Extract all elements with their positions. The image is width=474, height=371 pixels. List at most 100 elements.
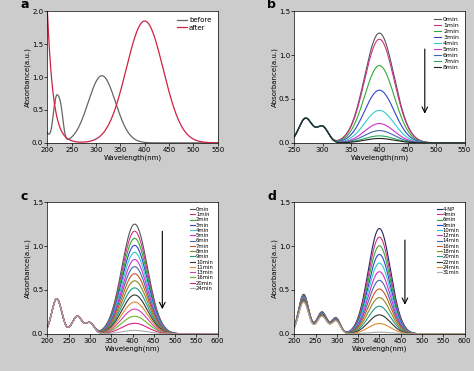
5min — [421, 141, 427, 145]
18min — [384, 304, 390, 308]
after — [120, 79, 126, 83]
7min — [45, 325, 50, 329]
4min — [376, 108, 382, 113]
2min — [376, 63, 382, 68]
4min — [102, 326, 108, 331]
1min — [391, 75, 396, 79]
31min — [292, 326, 297, 330]
2min — [421, 140, 427, 144]
4-NP — [381, 234, 387, 239]
12min — [349, 329, 355, 334]
Line: 3min: 3min — [294, 90, 465, 143]
1min — [215, 332, 220, 336]
Line: 8min: 8min — [294, 255, 465, 334]
8min — [314, 318, 319, 322]
3min — [102, 326, 108, 331]
Line: 5min: 5min — [47, 260, 218, 334]
0min — [138, 233, 144, 237]
4-NP — [384, 251, 390, 255]
4min — [132, 250, 137, 255]
8min — [384, 270, 390, 275]
20min — [314, 319, 320, 324]
0min — [134, 224, 140, 228]
3min — [118, 281, 124, 285]
2min — [138, 246, 144, 250]
2min — [400, 119, 406, 124]
24min — [215, 332, 220, 336]
20min — [134, 321, 140, 326]
7min — [102, 328, 108, 332]
3min — [73, 315, 79, 319]
8min — [302, 116, 308, 121]
Text: b: b — [267, 0, 276, 12]
2min — [302, 116, 308, 121]
4min — [134, 252, 140, 256]
Line: 20min: 20min — [47, 299, 218, 334]
6min — [400, 137, 406, 142]
6min — [376, 243, 382, 248]
4min — [391, 120, 396, 124]
8min — [462, 332, 467, 336]
Line: 9min: 9min — [47, 288, 218, 334]
5min — [292, 135, 297, 139]
Line: 0min: 0min — [294, 33, 465, 143]
after — [215, 141, 220, 145]
Legend: 0min, 1min, 2min, 3min, 4min, 5min, 6min, 7min, 8min, 9min, 10min, 11min, 13min,: 0min, 1min, 2min, 3min, 4min, 5min, 6min… — [188, 205, 215, 293]
6min — [438, 141, 444, 145]
Line: 6min: 6min — [47, 267, 218, 334]
7min — [118, 297, 124, 302]
3min — [391, 107, 396, 111]
2min — [438, 141, 444, 145]
0min — [67, 324, 73, 328]
10min — [462, 332, 467, 336]
13min — [138, 309, 144, 314]
18min — [292, 325, 297, 330]
11min — [215, 332, 220, 336]
14min — [320, 312, 326, 316]
1min — [132, 229, 137, 233]
Line: 0min: 0min — [47, 224, 218, 334]
1min — [45, 325, 50, 329]
7min — [302, 116, 308, 121]
14min — [349, 329, 355, 334]
9min — [67, 324, 73, 328]
4min — [462, 332, 467, 336]
10min — [73, 315, 79, 319]
3min — [421, 140, 427, 145]
0min — [376, 31, 382, 35]
20min — [384, 311, 390, 315]
10min — [320, 311, 326, 316]
16min — [462, 332, 467, 336]
10min — [67, 324, 73, 328]
16min — [215, 332, 220, 336]
4min — [73, 315, 79, 319]
X-axis label: Wavelengh(nm): Wavelengh(nm) — [105, 345, 160, 352]
6min — [303, 116, 309, 120]
5min — [303, 116, 309, 120]
22min — [292, 325, 297, 330]
8min — [132, 279, 137, 283]
22min — [320, 314, 326, 318]
13min — [102, 330, 108, 335]
16min — [314, 319, 319, 323]
16min — [376, 287, 382, 291]
after — [123, 67, 129, 71]
16min — [384, 297, 390, 302]
24min — [365, 325, 371, 330]
22min — [365, 320, 371, 325]
7min — [438, 141, 444, 145]
3min — [376, 88, 382, 92]
0min — [73, 315, 79, 319]
0min — [395, 90, 401, 95]
Y-axis label: Absorbance(a.u.): Absorbance(a.u.) — [271, 47, 277, 107]
6min — [132, 265, 137, 269]
4min — [292, 135, 297, 139]
14min — [292, 325, 297, 329]
14min — [376, 278, 382, 283]
12min — [381, 274, 387, 279]
12min — [384, 284, 390, 288]
before — [215, 141, 220, 145]
24min — [384, 324, 390, 328]
12min — [376, 269, 382, 274]
after — [64, 137, 70, 141]
